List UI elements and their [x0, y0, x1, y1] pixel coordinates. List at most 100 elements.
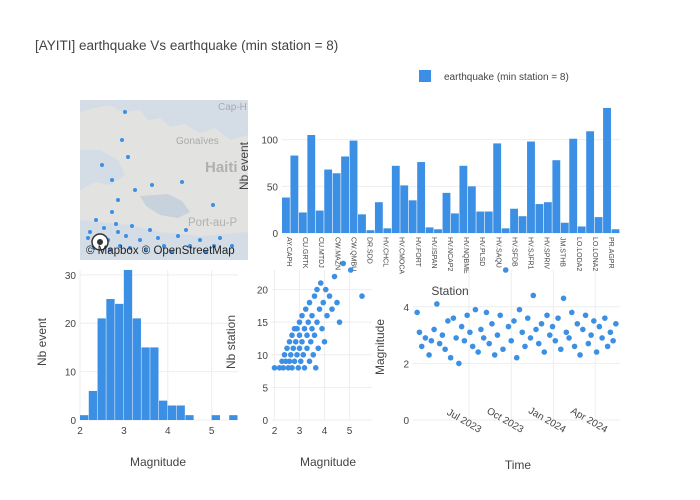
- sc2-ytick-label: 4: [403, 303, 409, 314]
- sc2-point: [461, 337, 468, 344]
- sc2-point: [416, 329, 423, 336]
- station-tick-label: LO.LONA2: [591, 237, 598, 271]
- map-island: [140, 194, 190, 218]
- sc2-point: [593, 349, 600, 355]
- sc1-ytick-label: 0: [262, 416, 268, 427]
- sc1-point: [324, 312, 330, 319]
- station-bar: [484, 211, 493, 233]
- sc2-point: [602, 315, 608, 321]
- map-event-dot: [198, 238, 202, 242]
- sc1-point: [292, 338, 299, 345]
- sc1-point: [302, 306, 309, 312]
- magnitude-histogram: 0 10 20 30 2 3 4 5 Magnitude Nb event: [35, 270, 238, 469]
- sc1-point: [291, 358, 298, 365]
- station-bar: [535, 204, 544, 233]
- map-label-cap: Cap-H: [218, 102, 247, 113]
- sc1-point: [321, 338, 328, 345]
- map-event-dot: [156, 236, 160, 240]
- hist-bar: [211, 415, 220, 420]
- sc1-point: [359, 293, 365, 299]
- hist-bar: [229, 415, 238, 420]
- map-event-dot: [120, 138, 124, 142]
- map-event-points: [86, 110, 234, 254]
- map-event-dot: [188, 244, 192, 248]
- station-tick-label: HV.FORT: [414, 237, 421, 268]
- map-event-dot: [86, 236, 90, 240]
- sc2-point: [513, 354, 520, 361]
- map-event-dot: [130, 224, 134, 228]
- sc1-point: [322, 286, 329, 293]
- station-bar: [315, 210, 324, 233]
- sc1-point: [336, 319, 343, 325]
- sc1-point: [299, 312, 305, 319]
- sc1-point: [304, 332, 310, 339]
- sc2-point: [489, 320, 495, 327]
- sc2-point: [508, 337, 515, 344]
- sc2-point: [436, 340, 443, 347]
- sc2-point: [580, 326, 586, 333]
- station-bar: [493, 143, 502, 233]
- mapbox-logo[interactable]: [91, 233, 109, 251]
- sc2-point: [414, 309, 420, 316]
- station-bar: [476, 211, 485, 233]
- sc1-point: [309, 325, 315, 332]
- hist-bar: [141, 347, 150, 420]
- sc1-point: [296, 345, 303, 352]
- map-event-dot: [230, 244, 234, 248]
- sc1-point: [287, 351, 294, 358]
- sc2-xlabel: Time: [505, 458, 532, 472]
- station-tick-label: HV.SJFR1: [526, 237, 533, 270]
- station-bar: [518, 216, 527, 233]
- station-bar: [400, 185, 409, 233]
- map-attribution[interactable]: © Mapbox © OpenStreetMap: [86, 245, 235, 257]
- map-label-country: Haiti: [205, 159, 238, 176]
- station-tick-label: AY.CAPH: [285, 237, 292, 266]
- sc2-point: [505, 323, 512, 330]
- sc2-xtick-label: Jan 2024: [526, 405, 568, 435]
- station-bar: [594, 217, 603, 233]
- station-tick-label: HV.SAQU: [494, 237, 501, 268]
- sc2-point: [582, 312, 589, 319]
- sc2-point: [442, 346, 448, 353]
- map-event-dot: [118, 244, 122, 248]
- station-bar-chart: 0 50 100 AY.CAPH CU.GRTK CU.MTDJ CW.MAZN CW.QM…: [237, 107, 620, 298]
- sc2-point: [549, 323, 556, 330]
- sc1-point: [301, 365, 308, 371]
- sc1-ylabel: Nb station: [224, 315, 238, 369]
- hist-bar: [185, 415, 194, 420]
- map-event-dot: [144, 248, 148, 252]
- station-bar: [451, 213, 459, 233]
- map-event-dot: [138, 238, 142, 242]
- sc2-point: [450, 315, 457, 321]
- sc1-point: [305, 319, 312, 325]
- sc1-point: [294, 325, 300, 332]
- bar-ytick-label: 100: [261, 136, 278, 147]
- sc2-point: [566, 335, 572, 341]
- sc2-point: [522, 343, 528, 350]
- sc1-xtick-label: 5: [347, 426, 353, 437]
- sc2-point: [538, 320, 545, 327]
- sc2-point: [577, 352, 583, 358]
- sc1-point: [340, 260, 347, 267]
- map-event-dot: [128, 246, 132, 250]
- sc1-ytick-label: 5: [262, 383, 268, 394]
- map-panel[interactable]: Cap-H Gonaïves Haiti Port-au-P © Mapbox …: [80, 100, 248, 260]
- sc2-point: [458, 323, 465, 330]
- map-event-dot: [133, 188, 137, 192]
- hist-xtick-label: 3: [121, 426, 127, 437]
- hist-bar: [123, 270, 133, 420]
- sc2-point: [434, 301, 440, 307]
- mag-station-scatter: 0 5 10 15 20 2 3 4 5 Magnitude Nb station: [224, 260, 372, 469]
- legend[interactable]: earthquake (min station = 8): [419, 70, 569, 83]
- hist-xtick-label: 5: [209, 426, 215, 437]
- station-bar: [586, 131, 595, 233]
- sc2-point: [472, 306, 479, 313]
- station-bar: [282, 197, 290, 233]
- map-event-dot: [162, 244, 166, 248]
- sc1-point: [300, 351, 307, 358]
- map-event-dot: [150, 183, 154, 187]
- sc2-point: [494, 332, 501, 338]
- sc1-point: [296, 332, 303, 339]
- sc2-point: [500, 346, 506, 353]
